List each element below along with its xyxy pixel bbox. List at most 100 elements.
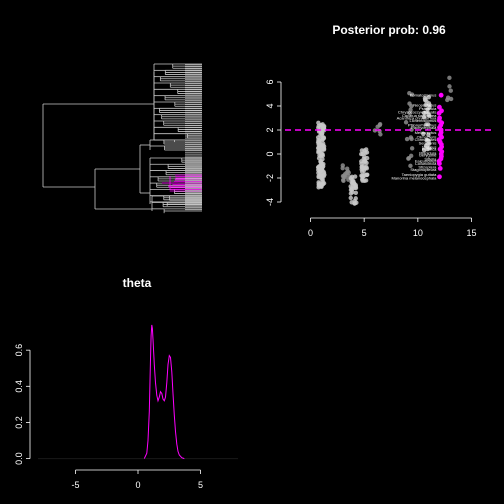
species-label: Melithreptus [415,130,437,135]
tree-tip-label [185,135,202,137]
data-point [425,107,430,112]
tree-tip-label [185,85,202,87]
tree-tip-label [185,66,202,68]
data-point [424,143,429,149]
data-point [364,160,369,166]
tree-tip-label [185,93,202,95]
data-point [424,122,429,127]
tree-tip-label [185,150,202,152]
data-point [407,90,412,96]
species-label: Climacteris [417,135,437,140]
data-point [344,166,350,171]
data-point [342,172,348,177]
tree-tip-label [185,91,202,93]
tree-tip-label [185,198,202,200]
x-tick-label: 10 [413,228,423,238]
tree-tip-label [185,122,202,124]
data-point [359,164,364,170]
tree-tip-label [185,64,202,66]
tree-tip-label [185,112,202,114]
tree-tip-label [185,129,202,131]
species-label: Pomatostomus [410,93,437,98]
trait-scatter-plot: Posterior prob: 0.96 0 5 10 15 -4 -2 0 2 4 6 Pomat… [265,23,493,238]
highlight-point [438,92,444,98]
data-point [320,137,325,142]
y-tick-label: 0.4 [14,380,24,393]
tree-tip-label [185,171,202,173]
data-point [348,176,354,181]
tree-tip-label [185,127,202,129]
tree-tip-label [185,202,202,204]
tree-tip-label [185,76,202,78]
theta-density-plot: theta -5 0 5 0.0 0.2 0.4 0.6 [14,276,238,490]
tree-tip-label [185,192,202,194]
tree-tip-label [185,78,202,80]
tree-tip-label [185,145,202,148]
data-point [322,172,327,177]
data-point [353,190,359,195]
species-label: Acanthiza chrysorrhoa [397,116,438,121]
species-label: Rhipidura [419,150,437,155]
data-point [409,136,414,142]
species-label: Chrysococcyx basalis [398,110,436,115]
tree-tip-label [185,124,202,127]
data-point [320,122,325,127]
y-tick-label: 2 [265,127,275,132]
highlight-point [437,174,442,180]
tree-tip-label [185,95,202,97]
data-point [350,190,355,195]
tree-tip-label [185,118,202,120]
data-point [321,126,327,131]
tree-tip-label [185,152,202,154]
data-point [406,155,412,161]
scatter-title: Posterior prob: 0.96 [332,23,446,37]
tree-tip-label [185,162,202,164]
data-point [321,146,327,151]
data-point [321,161,326,167]
data-point [348,195,353,201]
data-point [341,178,346,184]
data-point [352,174,358,179]
data-point [421,115,427,120]
species-label: Cacatua sanguinea [402,113,437,118]
tree-tip-label [185,82,202,85]
x-tick-label: 5 [362,228,367,238]
tree-tip-label [185,133,202,135]
data-point [377,122,382,128]
data-point [317,140,323,145]
tree-tip-label [185,173,202,175]
tree-tip-label [185,89,202,91]
data-point [448,88,453,93]
species-label: Cormobates [415,137,437,142]
tree-tip-label [185,156,202,158]
tree-tip-label [185,183,202,185]
data-point [320,130,325,136]
tree-tip-label [185,164,202,166]
density-title: theta [123,276,152,290]
tree-tip-label [185,68,202,70]
tree-tip-label [185,208,202,211]
species-label: Lichenostomus [409,118,436,123]
tree-tip-label [185,103,202,106]
species-label: Taeniopygia guttata [402,172,437,177]
species-label: Manorina melanocephala [391,176,437,181]
y-tick-label: 4 [265,103,275,108]
data-point [409,146,415,151]
tree-tip-label [185,143,202,145]
tree-tip-label [185,158,202,160]
y-tick-label: -2 [265,174,275,182]
tree-tip-label [185,120,202,122]
y-tick-label: 0 [265,151,275,156]
species-label: Malurus [422,144,436,149]
tree-tip-label [185,87,202,89]
y-tick-label: 6 [265,79,275,84]
tree-tip-label [185,169,202,171]
x-tick-label: 5 [198,480,203,490]
data-point [340,166,345,171]
tree-tip-label [185,177,202,179]
tree-tip-label [185,101,202,103]
y-tick-label: 0.6 [14,344,24,357]
data-point [421,131,426,137]
tree-tip-label [185,141,202,143]
y-tick-label: -4 [265,198,275,206]
